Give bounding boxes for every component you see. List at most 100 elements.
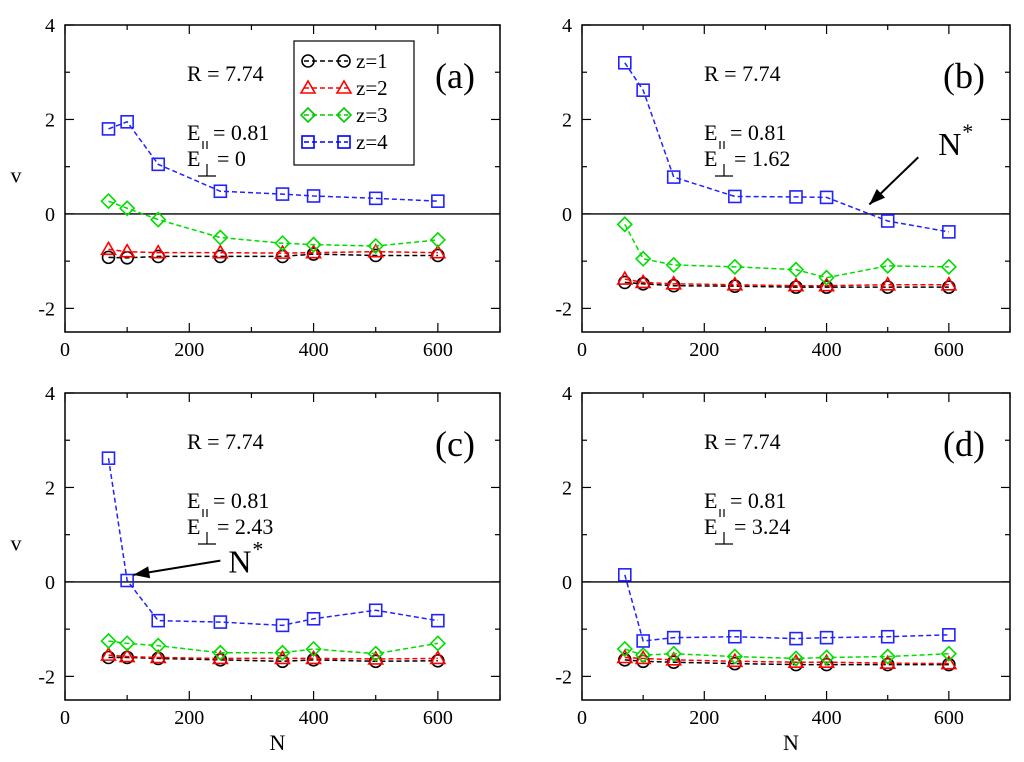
e-perp-symbol: E <box>187 146 200 171</box>
data-point <box>726 648 743 665</box>
n-star-label: N <box>228 544 251 580</box>
x-tick-label: 400 <box>812 707 842 729</box>
e-perp-value: = 3.24 <box>734 514 790 539</box>
series-z2 <box>100 646 447 665</box>
data-point <box>616 640 633 658</box>
series-line <box>624 281 949 288</box>
data-point <box>942 628 956 642</box>
data-point <box>617 55 632 70</box>
plot-frame <box>64 24 501 333</box>
data-point <box>431 613 445 628</box>
e-perp-value: = 1.62 <box>734 146 790 171</box>
data-point <box>665 645 682 662</box>
data-point <box>726 258 743 275</box>
y-tick-label: 4 <box>562 15 572 37</box>
data-point <box>819 190 834 205</box>
y-tick-label: -2 <box>555 666 572 688</box>
data-point <box>879 257 896 275</box>
legend-marker <box>299 79 317 94</box>
data-point <box>665 651 683 666</box>
x-axis-label: N <box>270 730 286 755</box>
data-point <box>305 649 322 665</box>
series-line <box>624 656 949 665</box>
data-point <box>368 603 383 618</box>
data-point <box>636 634 650 648</box>
data-point <box>818 269 835 286</box>
data-point <box>100 193 117 210</box>
series-line <box>107 458 438 627</box>
y-tick-label: 4 <box>562 383 572 405</box>
data-point <box>211 649 229 665</box>
data-point <box>431 194 445 208</box>
data-point <box>119 635 136 652</box>
data-point <box>213 653 228 667</box>
data-point <box>120 573 134 588</box>
data-point <box>940 276 958 291</box>
series-line <box>624 62 949 233</box>
e-parallel-symbol: E <box>187 488 200 513</box>
data-point <box>789 631 803 646</box>
x-tick-label: 200 <box>689 707 719 729</box>
data-point <box>880 657 895 672</box>
data-point <box>100 646 117 661</box>
data-point <box>666 170 681 184</box>
data-point <box>274 644 291 661</box>
data-point <box>150 637 167 654</box>
data-point <box>818 277 835 292</box>
series-line <box>108 200 438 247</box>
data-point <box>151 157 166 172</box>
e-parallel-value: = 0.81 <box>730 488 786 513</box>
data-point <box>306 653 321 667</box>
e-parallel-symbol: E <box>704 120 717 145</box>
data-point <box>211 244 229 259</box>
data-point <box>305 244 322 259</box>
data-point <box>818 649 835 666</box>
data-point <box>213 184 228 199</box>
data-point <box>819 280 834 294</box>
series-line <box>108 120 438 202</box>
data-point <box>787 277 805 292</box>
r-value-text: R = 7.74 <box>704 429 781 454</box>
data-point <box>367 645 384 662</box>
x-tick-label: 0 <box>60 707 70 729</box>
data-point <box>616 648 634 664</box>
e-perp-value: = 0 <box>217 146 246 171</box>
data-point <box>367 243 385 258</box>
data-point <box>306 611 321 626</box>
series-line <box>108 654 438 660</box>
data-point <box>787 650 805 667</box>
panel-label: (c) <box>435 424 475 464</box>
data-point <box>429 244 447 259</box>
y-axis-label: v <box>11 163 22 188</box>
data-point <box>306 247 321 261</box>
legend: z=1 z=2 z=3 z=4 <box>293 40 415 166</box>
plot-frame <box>581 392 1011 701</box>
x-tick-label: 600 <box>934 339 964 361</box>
series-z4 <box>101 451 445 633</box>
legend-marker <box>301 54 315 68</box>
x-tick-label: 600 <box>423 707 453 729</box>
series-z2 <box>616 648 958 670</box>
series-z1 <box>101 247 445 265</box>
legend-marker <box>301 135 315 149</box>
data-point <box>942 657 956 672</box>
data-point <box>118 647 136 663</box>
series-z3 <box>100 632 446 662</box>
data-point <box>789 190 803 204</box>
data-point <box>940 655 958 670</box>
data-point <box>101 122 116 136</box>
data-point <box>149 244 167 259</box>
e-parallel-value: = 0.81 <box>213 488 269 513</box>
data-point <box>274 235 291 252</box>
e-parallel-value: = 0.81 <box>213 120 269 145</box>
data-point <box>787 261 805 278</box>
data-point <box>636 83 650 97</box>
series-line <box>624 648 949 660</box>
legend-box <box>293 40 415 166</box>
data-point <box>616 270 634 285</box>
y-tick-label: 2 <box>562 477 572 499</box>
data-point <box>275 618 290 633</box>
